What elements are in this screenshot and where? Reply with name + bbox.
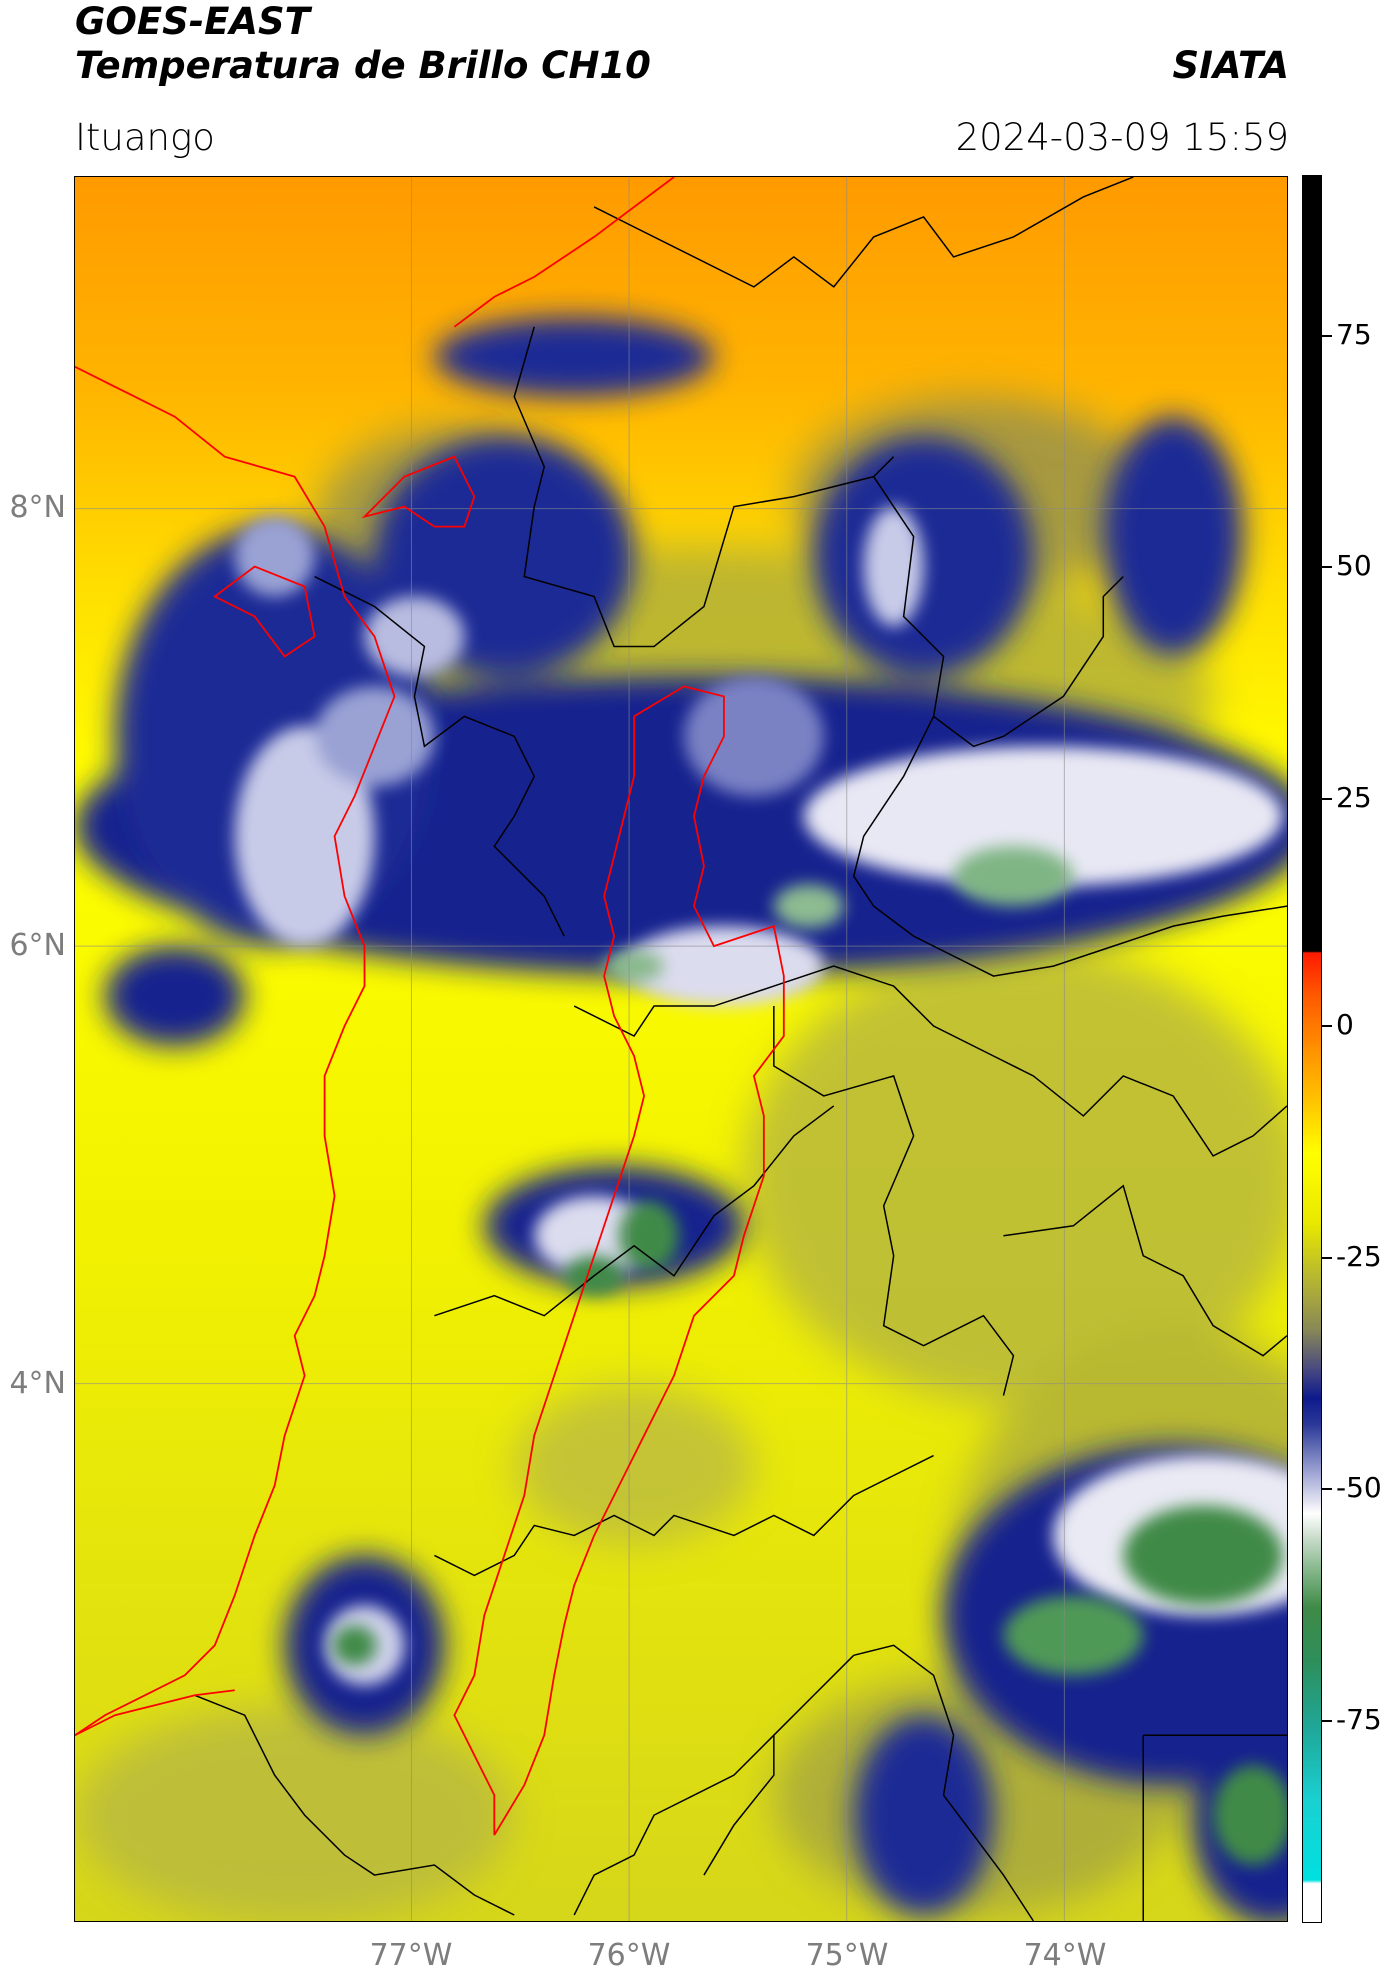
- colorbar-tick: [1322, 1720, 1332, 1722]
- map-panel[interactable]: [74, 176, 1288, 1922]
- graticule: [75, 177, 1287, 1921]
- satellite-map: [75, 177, 1287, 1921]
- colorbar-label-75: 75: [1336, 318, 1372, 351]
- lon-label-77w: 77°W: [369, 1938, 453, 1973]
- coldest-tops: [332, 846, 1287, 1866]
- lon-label-74w: 74°W: [1023, 1938, 1107, 1973]
- colorbar-label-minus25: -25: [1336, 1240, 1382, 1273]
- department-borders: [194, 177, 1287, 1921]
- colorbar-tick: [1322, 1488, 1332, 1490]
- colorbar-tick: [1322, 566, 1332, 568]
- colorbar-tick: [1322, 798, 1332, 800]
- very-cold-tops: [234, 506, 1287, 1686]
- colorbar-label-0: 0: [1336, 1008, 1354, 1041]
- lon-label-76w: 76°W: [587, 1938, 671, 1973]
- colorbar-label-25: 25: [1336, 781, 1372, 814]
- lat-label-4n: 4°N: [9, 1366, 66, 1401]
- title-product: Temperatura de Brillo CH10: [75, 44, 651, 87]
- region-borders: [75, 177, 785, 1836]
- brand-label: SIATA: [1172, 44, 1289, 87]
- title-satellite: GOES-EAST: [75, 0, 310, 43]
- lat-label-8n: 8°N: [9, 490, 66, 525]
- colorbar-label-minus50: -50: [1336, 1471, 1382, 1504]
- lat-label-6n: 6°N: [9, 928, 66, 963]
- colorbar-tick: [1322, 335, 1332, 337]
- temperature-colorbar: [1302, 175, 1322, 1923]
- location-label: Ituango: [75, 116, 215, 159]
- colorbar-label-minus75: -75: [1336, 1703, 1382, 1736]
- colorbar-tick: [1322, 1025, 1332, 1027]
- lon-label-75w: 75°W: [805, 1938, 889, 1973]
- colorbar-tick: [1322, 1257, 1332, 1259]
- colorbar-label-50: 50: [1336, 549, 1372, 582]
- datetime-label: 2024-03-09 15:59: [955, 116, 1289, 159]
